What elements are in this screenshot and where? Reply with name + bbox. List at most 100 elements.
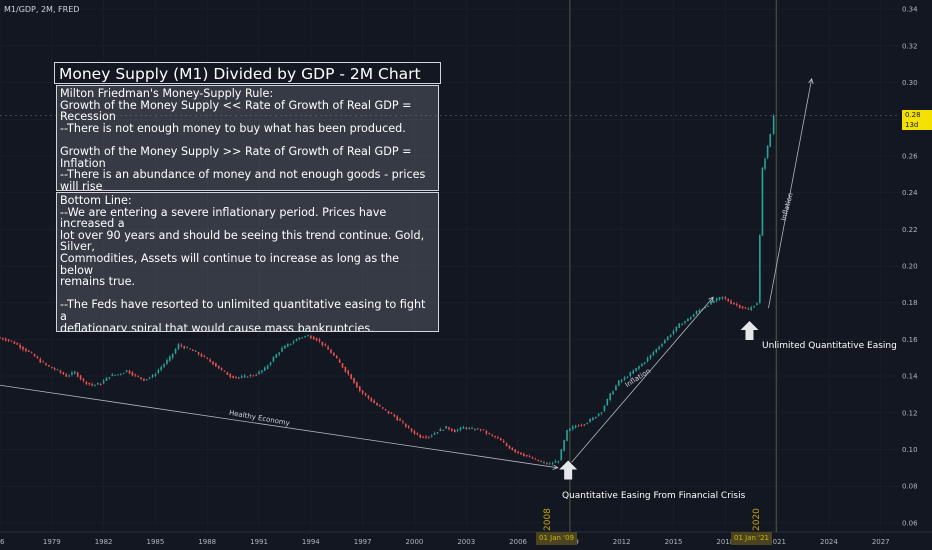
candle-body: [623, 377, 626, 380]
candle-body: [707, 305, 709, 307]
chart-title-annotation[interactable]: Money Supply (M1) Divided by GDP - 2M Ch…: [54, 62, 441, 84]
candle-body: [382, 407, 384, 409]
candle-body: [396, 416, 398, 421]
candle-body: [341, 363, 344, 368]
candle-body: [148, 377, 151, 379]
candle-body: [137, 376, 139, 378]
candle-body: [459, 427, 462, 430]
candle-body: [246, 376, 249, 378]
candle-body: [638, 366, 640, 369]
candle-body: [474, 429, 476, 431]
candle-body: [192, 349, 194, 351]
candle-body: [753, 306, 755, 308]
candle-body: [641, 363, 643, 367]
inflation-trendline-1: [571, 297, 714, 463]
candle-body: [448, 427, 450, 430]
candle-body: [710, 301, 712, 305]
candle-body: [655, 348, 658, 353]
candle-body: [51, 366, 53, 369]
candle-body: [491, 434, 493, 436]
x-tick-label: 1982: [95, 538, 113, 546]
bottom-note-line: --The Feds have resorted to unlimited qu…: [60, 298, 429, 323]
candle-body: [364, 393, 367, 396]
candle-body: [534, 458, 537, 460]
qe-crisis-arrow-icon: [559, 460, 578, 480]
candle-body: [266, 365, 269, 369]
candle-body: [163, 364, 165, 367]
candle-body: [27, 350, 30, 352]
candle-body: [258, 371, 260, 375]
countdown-tag: 13d 23h: [902, 120, 932, 139]
candle-body: [384, 409, 387, 411]
candle-body: [131, 372, 134, 376]
candle-body: [402, 421, 404, 423]
candle-body: [186, 347, 188, 349]
candle-body: [160, 367, 162, 370]
candle-body: [22, 346, 24, 350]
y-tick-label: 0.22: [902, 226, 918, 234]
candle-body: [416, 432, 419, 435]
candle-body: [174, 349, 177, 354]
candle-body: [761, 167, 764, 236]
candle-body: [407, 426, 410, 428]
candle-body: [750, 307, 753, 311]
candle-body: [361, 390, 364, 394]
unlimited-qe-label[interactable]: Unlimited Quantitative Easing: [762, 341, 897, 351]
candle-body: [594, 416, 597, 419]
bottom-line-note[interactable]: Bottom Line: --We are entering a severe i…: [56, 192, 439, 332]
x-tick-label: 1994: [302, 538, 320, 546]
candle-body: [766, 145, 769, 158]
candle-body: [678, 323, 681, 328]
candle-body: [511, 447, 514, 451]
x-tick-label: 1991: [250, 538, 268, 546]
candle-body: [197, 352, 200, 355]
candle-body: [482, 429, 485, 431]
y-tick-label: 0.10: [902, 446, 918, 454]
candle-body: [85, 381, 88, 385]
symbol-label[interactable]: M1/GDP, 2M, FRED: [4, 5, 80, 14]
qe-crisis-label[interactable]: Quantitative Easing From Financial Crisi…: [562, 491, 746, 501]
candle-body: [200, 354, 203, 357]
y-tick-label: 0.20: [902, 263, 918, 271]
candle-body: [177, 344, 180, 350]
y-tick-label: 0.18: [902, 299, 918, 307]
candle-body: [48, 365, 50, 367]
candle-body: [523, 453, 525, 457]
y-tick-label: 0.16: [902, 336, 918, 344]
y-tick-label: 0.30: [902, 79, 918, 87]
candle-body: [574, 425, 577, 428]
y-tick-label: 0.32: [902, 42, 918, 50]
money-supply-rule-note[interactable]: Milton Friedman's Money-Supply Rule: Grow…: [56, 85, 439, 191]
y-tick-label: 0.34: [902, 6, 918, 14]
inflation-trendline-2: [768, 79, 811, 309]
candle-body: [724, 297, 727, 299]
candle-body: [16, 343, 19, 345]
candle-body: [344, 366, 347, 372]
candle-body: [166, 359, 168, 364]
candle-body: [410, 428, 413, 432]
candle-body: [658, 346, 660, 350]
candle-body: [171, 353, 174, 358]
candle-body: [586, 422, 588, 424]
candle-body: [546, 462, 548, 464]
candle-body: [238, 377, 240, 379]
candle-body: [36, 356, 39, 359]
candle-body: [215, 363, 217, 367]
y-tick-label: 0.06: [902, 519, 918, 527]
y-tick-label: 0.24: [902, 189, 918, 197]
candle-body: [580, 424, 583, 426]
candle-body: [445, 426, 447, 429]
bottom-note-line: --We are entering a severe inflationary …: [60, 205, 390, 231]
bottom-note-line: remains true.: [60, 275, 136, 289]
year-marker-2020: 2020: [752, 508, 762, 531]
candle-body: [615, 385, 617, 391]
bottom-note-line: lot over 90 years and should be seeing t…: [60, 228, 428, 254]
candle-body: [453, 429, 456, 433]
candle-body: [19, 344, 21, 348]
candle-body: [169, 356, 171, 361]
candle-body: [695, 311, 698, 315]
candle-body: [769, 134, 772, 147]
candle-body: [292, 341, 295, 344]
candle-body: [278, 352, 280, 355]
candle-body: [736, 303, 738, 306]
